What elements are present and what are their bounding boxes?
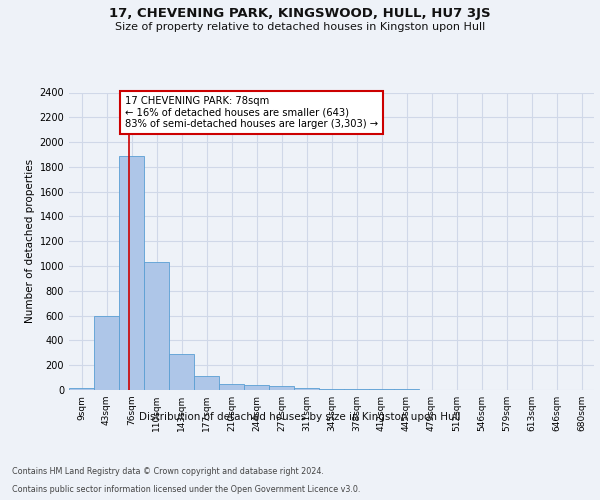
Bar [169,354,194,390]
Bar [119,156,144,390]
Text: Contains public sector information licensed under the Open Government Licence v3: Contains public sector information licen… [12,485,361,494]
Text: Contains HM Land Registry data © Crown copyright and database right 2024.: Contains HM Land Registry data © Crown c… [12,467,324,476]
Bar [319,389,344,390]
Bar [194,376,219,390]
Y-axis label: Number of detached properties: Number of detached properties [25,159,35,324]
Bar [269,386,294,390]
Text: Distribution of detached houses by size in Kingston upon Hull: Distribution of detached houses by size … [139,412,461,422]
Text: Size of property relative to detached houses in Kingston upon Hull: Size of property relative to detached ho… [115,22,485,32]
Text: 17 CHEVENING PARK: 78sqm
← 16% of detached houses are smaller (643)
83% of semi-: 17 CHEVENING PARK: 78sqm ← 16% of detach… [125,96,379,130]
Bar [344,389,369,390]
Bar [69,388,94,390]
Bar [294,388,319,390]
Text: 17, CHEVENING PARK, KINGSWOOD, HULL, HU7 3JS: 17, CHEVENING PARK, KINGSWOOD, HULL, HU7… [109,8,491,20]
Bar [144,262,169,390]
Bar [244,385,269,390]
Bar [94,316,119,390]
Bar [219,384,244,390]
